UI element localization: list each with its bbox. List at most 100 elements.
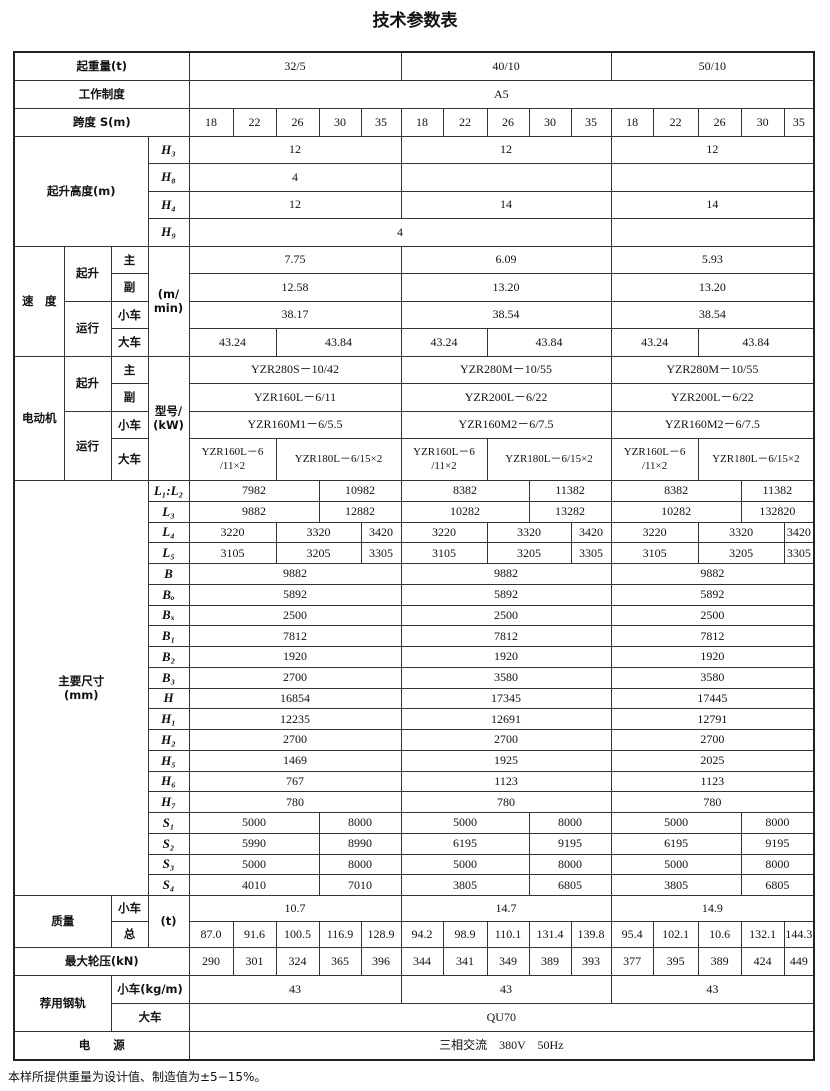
- lift-height-value: 12: [400, 135, 612, 164]
- motor-crane-label: 大车: [110, 438, 149, 481]
- speed-value: 43.24: [610, 328, 699, 357]
- table-row: 电动机 起升主型号/ (kW) YZR280S－10/42 YZR280M－10/55…: [13, 355, 815, 481]
- table-row: B₃ 2700 3580 3580: [14, 666, 815, 689]
- table-row: 大车 YZR160L－6 /11×2 YZR180L－6/15×2 YZR160L－6…: [14, 438, 815, 481]
- dim-symbol: S₁: [147, 812, 190, 834]
- speed-value: 6.09: [400, 245, 612, 274]
- lift-height-value: 12: [188, 135, 402, 164]
- mass-value: 95.4: [610, 921, 654, 948]
- power-label: 电 源: [13, 1031, 190, 1060]
- dim-value: 8000: [318, 812, 402, 834]
- table-row: B₂ 1920 1920 1920: [14, 646, 815, 668]
- span-label: 跨度 S(m): [13, 107, 190, 137]
- wheel-load-value: 396: [360, 947, 402, 976]
- wheel-load-value: 449: [783, 947, 815, 976]
- dim-symbol: L₁:L₂: [147, 480, 190, 502]
- wheel-load-value: 393: [570, 947, 612, 976]
- table-row: 运行 小车 38.17 38.54 38.54: [14, 300, 815, 357]
- dim-symbol: Bₓ: [147, 604, 190, 627]
- rail-value: 43: [400, 975, 612, 1004]
- dim-value: 3420: [570, 521, 612, 544]
- mass-value: 98.9: [442, 921, 488, 948]
- dim-symbol: S₄: [147, 874, 190, 896]
- mass-value: 10.7: [188, 895, 402, 922]
- mass-trolley-label: 小车: [110, 895, 149, 922]
- dim-value: 3420: [360, 521, 402, 544]
- span-value: 35: [783, 107, 815, 137]
- rail-value: 43: [610, 975, 815, 1004]
- dim-value: 3305: [570, 542, 612, 564]
- dim-symbol: B: [147, 563, 190, 585]
- dim-value: 3805: [610, 874, 742, 896]
- rail-label: 荐用钢轨: [13, 975, 112, 1032]
- dim-value: 7812: [188, 625, 402, 647]
- dim-value: 2700: [188, 729, 402, 751]
- table-row: 跨度 S(m) 18 22 26 30 35 18 22 26 30 35 18 22 26 30 35: [13, 107, 815, 137]
- dim-symbol: L₃: [147, 500, 190, 523]
- table-row: 工作制度 A5: [13, 79, 815, 109]
- speed-unit: (m/ min): [147, 245, 190, 357]
- table-row: H₉ 4: [14, 218, 815, 247]
- table-row: H₈ 4: [14, 163, 815, 192]
- dim-value: 6195: [610, 832, 742, 855]
- dim-value: 3105: [188, 542, 277, 564]
- dim-value: 7010: [318, 874, 402, 896]
- dim-value: 3320: [697, 521, 785, 544]
- dim-value: 3220: [610, 521, 699, 544]
- dim-value: 3305: [360, 542, 402, 564]
- table-row: S₄ 4010 7010 3805 6805 3805 6805: [14, 874, 815, 896]
- motor-hoist-label: 起升: [63, 355, 112, 412]
- dim-value: 8000: [740, 853, 815, 876]
- span-value: 18: [188, 107, 234, 137]
- capacity-value: 50/10: [610, 51, 815, 81]
- dim-value: 5990: [188, 832, 320, 855]
- speed-value: 38.54: [400, 300, 612, 329]
- mass-value: 116.9: [318, 921, 362, 948]
- mass-value: 14.7: [400, 895, 612, 922]
- table-row: 大车 QU70: [14, 1003, 815, 1032]
- dim-value: 780: [610, 791, 815, 813]
- motor-trolley-label: 小车: [110, 410, 149, 439]
- dimensions-label: 主要尺寸 (mm): [13, 480, 149, 896]
- span-value: 35: [570, 107, 612, 137]
- span-value: 18: [610, 107, 654, 137]
- span-value: 35: [360, 107, 402, 137]
- speed-value: 43.84: [697, 328, 815, 357]
- table-row: L₄ 3220 3320 3420 3220 3320 3420 3220 3320 3420: [14, 521, 815, 544]
- span-value: 22: [232, 107, 277, 137]
- duty-label: 工作制度: [13, 79, 190, 109]
- dim-symbol: B₂: [147, 646, 190, 668]
- lift-height-value: [400, 163, 612, 192]
- dim-value: 8000: [318, 853, 402, 876]
- dim-value: 3305: [783, 542, 815, 564]
- span-value: 26: [697, 107, 742, 137]
- span-value: 26: [486, 107, 530, 137]
- table-row: 起升高度(m) H₃ 12 12 12: [13, 135, 815, 247]
- speed-crane-label: 大车: [110, 328, 149, 357]
- motor-value: YZR160L－6/11: [188, 383, 402, 412]
- table-row: 速 度起升主 (m/ min) 7.75 6.09 5.93: [13, 245, 815, 357]
- dim-symbol: H: [147, 687, 190, 710]
- speed-value: 7.75: [188, 245, 402, 274]
- wheel-load-value: 377: [610, 947, 654, 976]
- page-title: 技术参数表: [372, 11, 458, 31]
- motor-aux-label: 副: [110, 383, 149, 412]
- motor-value: YZR160M1－6/5.5: [188, 410, 402, 439]
- table-row: 副 12.58 13.20 13.20: [14, 273, 815, 302]
- table-row: L₃ 9882 12882 10282 13282 10282 132820: [14, 500, 815, 523]
- wheel-load-value: 341: [442, 947, 488, 976]
- dim-value: 17345: [400, 687, 612, 710]
- table-row: S₂ 5990 8990 6195 9195 6195 9195: [14, 832, 815, 855]
- dim-symbol: H₆: [147, 770, 190, 793]
- table-row: 主要尺寸 (mm) L₁:L₂ 7982 10982 8382 11382 8382 1138…: [13, 480, 815, 896]
- speed-value: 38.54: [610, 300, 815, 329]
- dim-value: 1469: [188, 749, 402, 772]
- span-value: 30: [740, 107, 785, 137]
- dim-symbol: Bₒ: [147, 583, 190, 606]
- motor-value: YZR160L－6 /11×2: [610, 438, 699, 481]
- wheel-load-value: 290: [188, 947, 234, 976]
- spec-table: 起重量(t) 32/5 40/10 50/10 工作制度 A5 跨度 S(m) 18 22 26 3…: [13, 51, 816, 1061]
- dim-value: 8000: [528, 853, 612, 876]
- dim-value: 9882: [400, 563, 612, 585]
- dim-value: 7812: [610, 625, 815, 647]
